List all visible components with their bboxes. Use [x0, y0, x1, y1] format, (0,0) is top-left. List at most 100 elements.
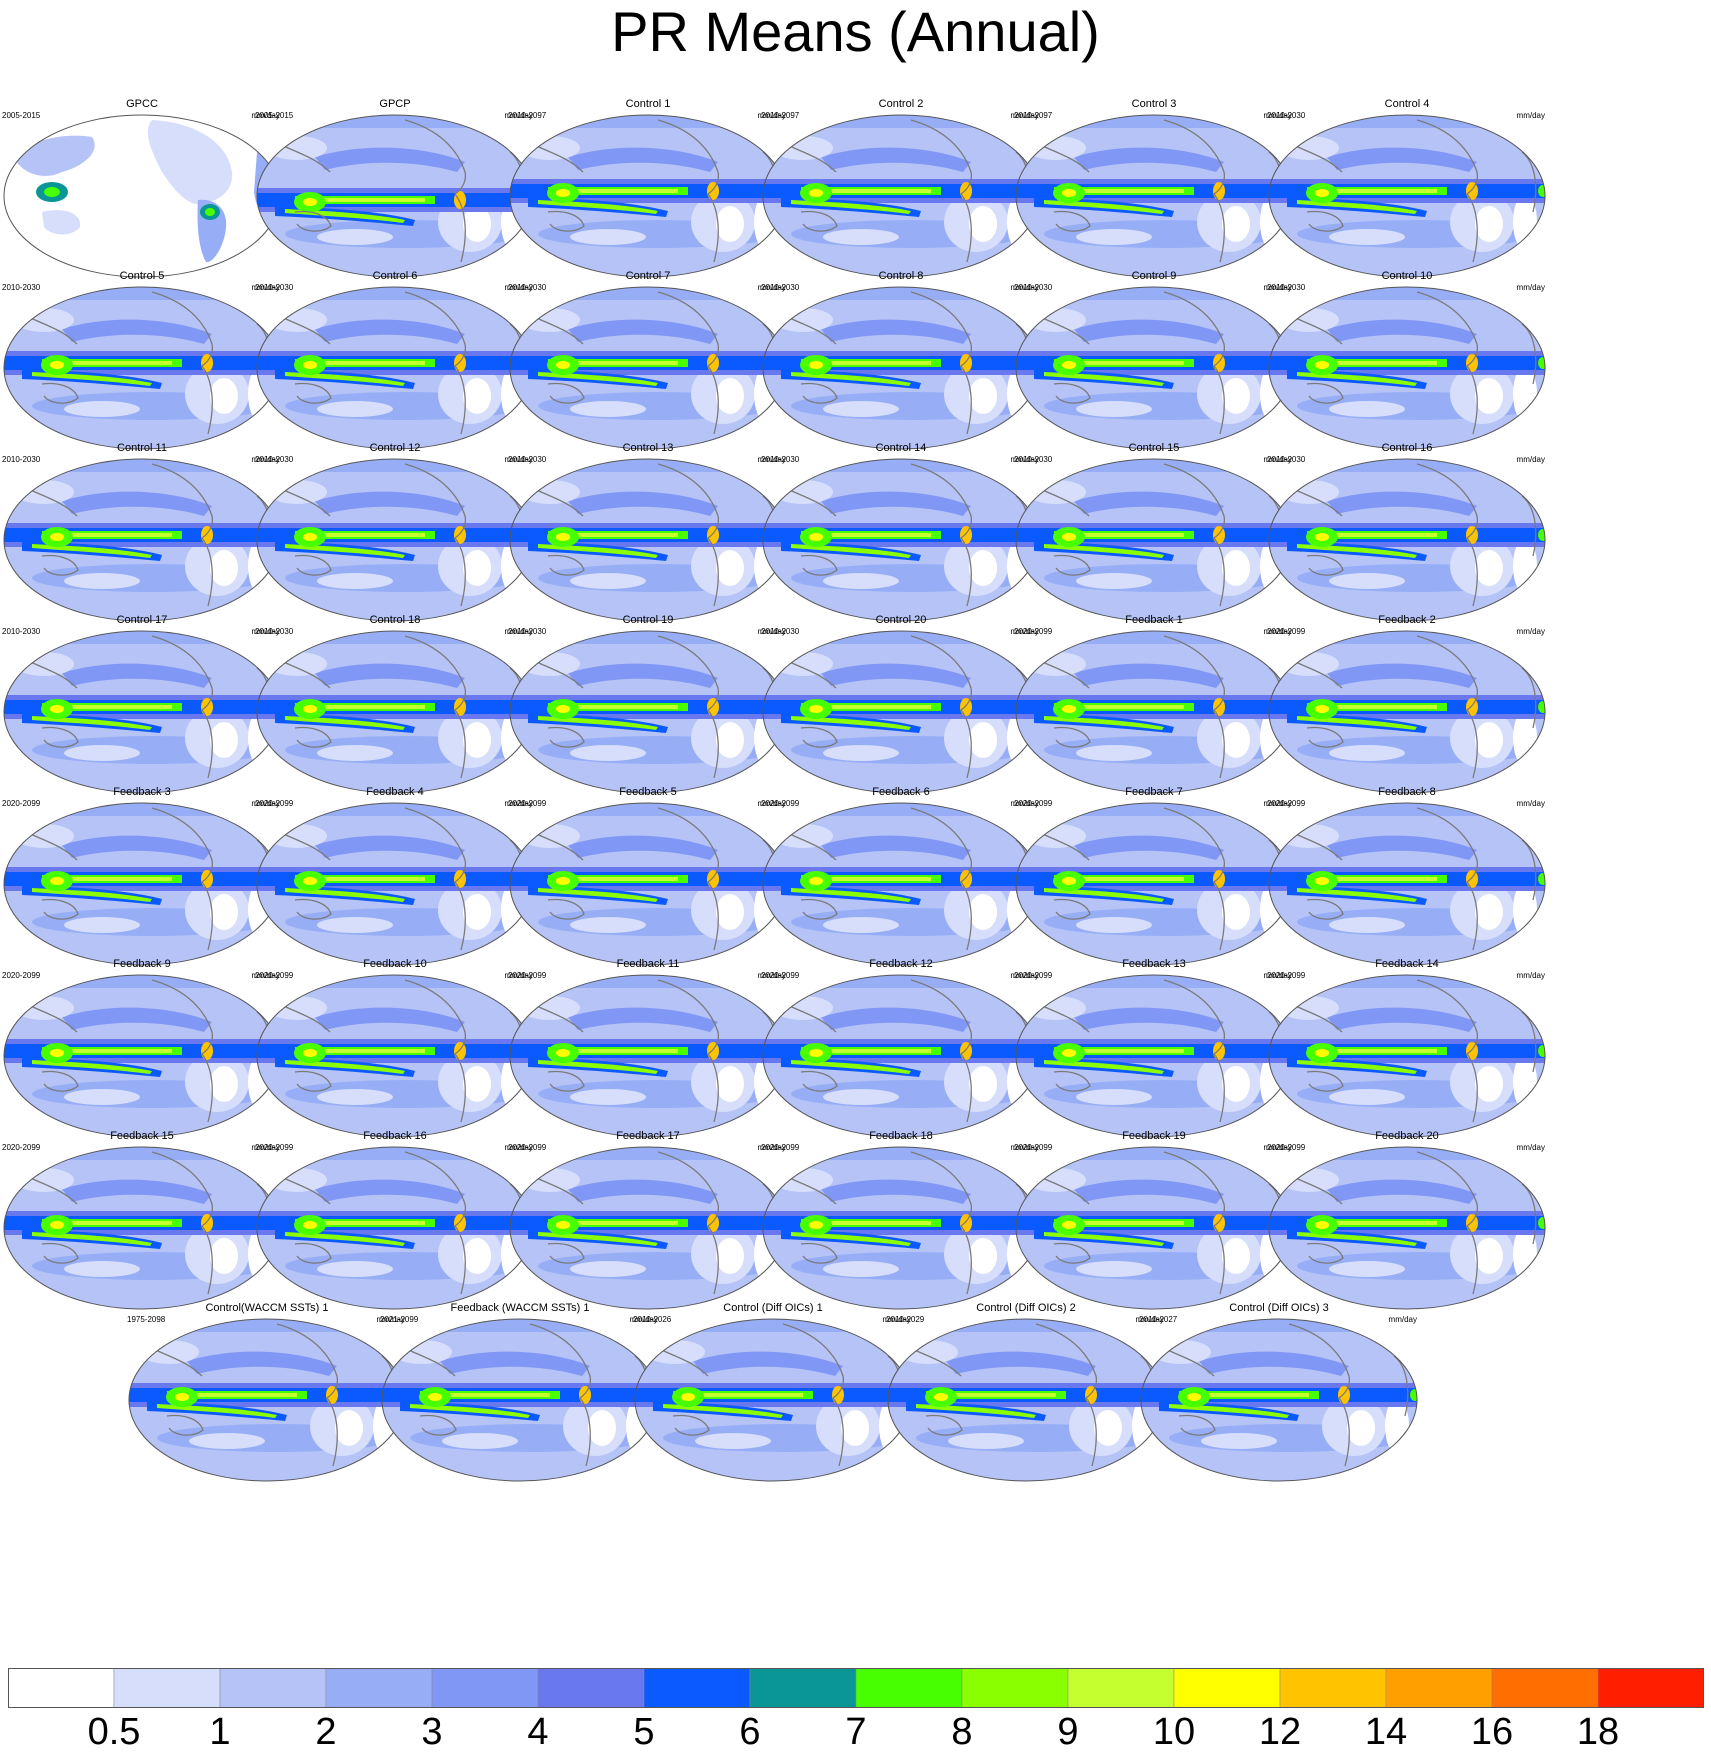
dry-core-se-pacific	[716, 1238, 744, 1274]
coastline	[1178, 1414, 1216, 1436]
precip-map	[1268, 630, 1546, 794]
coastline	[910, 807, 973, 883]
andes-maximum	[579, 1386, 591, 1404]
polar-north-band	[635, 1319, 911, 1332]
panel-period: 2010-2097	[761, 111, 800, 120]
panel-units: mm/day	[757, 799, 786, 808]
precip-map	[3, 286, 281, 450]
coastline	[1466, 709, 1478, 779]
panel-title: Control 11	[117, 442, 167, 454]
warm-pool-peak	[50, 361, 64, 369]
dry-core-se-pacific	[1222, 722, 1250, 758]
dry-core-se-pacific	[716, 1066, 744, 1102]
dry-zone-south-pacific	[570, 401, 646, 417]
coastline	[547, 726, 585, 748]
precip-map	[256, 286, 534, 450]
warm-pool-peak	[556, 877, 570, 885]
precip-map	[1015, 802, 1293, 966]
andes-maximum	[707, 1042, 719, 1060]
colorbar-swatch	[537, 1668, 645, 1708]
dry-zone-asia	[267, 824, 327, 848]
polar-north-band	[510, 803, 786, 816]
andes-maximum	[1213, 1214, 1225, 1232]
itcz-peak	[1325, 705, 1437, 709]
storm-track-north	[821, 1179, 971, 1204]
polar-north-band	[4, 287, 280, 300]
dry-zone-south-pacific	[317, 917, 393, 933]
panel-period: 2010-2030	[1014, 455, 1053, 464]
precip-map	[256, 974, 534, 1138]
dry-core-se-pacific	[1222, 378, 1250, 414]
storm-track-north	[315, 663, 465, 688]
panel-period: 2020-2099	[1014, 971, 1053, 980]
panel-units: mm/day	[1516, 455, 1545, 464]
coastline	[404, 463, 467, 539]
coastline	[657, 635, 720, 711]
map-panel: Control 5 2010-2030 mm/day	[0, 270, 284, 460]
spcz-core	[285, 372, 405, 386]
dry-zone-asia	[1026, 136, 1086, 160]
itcz-peak	[1325, 1221, 1437, 1225]
coastline	[1163, 979, 1226, 1055]
panel-title: Feedback 18	[869, 1130, 933, 1142]
map-panel: Feedback 19 2020-2099 mm/day	[1012, 1130, 1296, 1320]
land-amazon-core	[205, 208, 215, 216]
andes-maximum	[454, 191, 466, 209]
panel-title: Control 3	[1131, 98, 1177, 110]
itcz-peak	[1325, 189, 1437, 193]
coastline	[201, 709, 213, 779]
dry-zone-south-pacific	[317, 1261, 393, 1277]
dry-core-se-pacific	[716, 550, 744, 586]
panel-period: 2020-2099	[761, 1143, 800, 1152]
spcz-core	[1044, 1060, 1164, 1074]
panel-units: mm/day	[504, 283, 533, 292]
dry-zone-asia	[1026, 996, 1086, 1020]
precip-map	[509, 802, 787, 966]
dry-zone-asia	[267, 308, 327, 332]
polar-north-band	[1269, 1147, 1545, 1160]
dry-zone-south-pacific	[1329, 401, 1405, 417]
andes-maximum	[454, 354, 466, 372]
storm-track-north	[1074, 491, 1224, 516]
coastline	[1466, 537, 1478, 607]
itcz-peak	[819, 361, 931, 365]
map-border	[1268, 458, 1546, 622]
warm-pool-peak	[1062, 877, 1076, 885]
coastline	[454, 709, 466, 779]
coastline	[404, 635, 467, 711]
coastline	[454, 537, 466, 607]
coastline	[960, 193, 972, 263]
coastline	[41, 1070, 79, 1092]
andes-maximum	[1466, 698, 1478, 716]
dry-zone-asia	[14, 480, 74, 504]
storm-track-north	[315, 1179, 465, 1204]
panel-period: 2010-2030	[1267, 455, 1306, 464]
coastline	[1163, 807, 1226, 883]
coastline	[454, 1225, 466, 1295]
coastline	[454, 365, 466, 435]
precip-map	[1015, 1146, 1293, 1310]
coastline	[1306, 554, 1344, 576]
dry-zone-south-pacific	[1329, 229, 1405, 245]
dry-core-se-pacific	[1222, 1066, 1250, 1102]
atlantic-itcz-edge	[1538, 873, 1545, 885]
precip-map	[1268, 458, 1546, 622]
warm-pool-peak	[809, 1221, 823, 1229]
dry-zone-asia	[1279, 996, 1339, 1020]
precip-map	[3, 630, 281, 794]
dry-zone-asia	[392, 1340, 452, 1364]
itcz-peak	[60, 533, 172, 537]
polar-north-band	[510, 459, 786, 472]
coastline	[1521, 667, 1537, 729]
panel-title: Control 7	[625, 270, 671, 282]
panel-period: 2020-2099	[2, 799, 41, 808]
panel-units: mm/day	[1010, 1143, 1039, 1152]
coastline	[454, 881, 466, 951]
panel-units: mm/day	[629, 1315, 658, 1324]
precip-map	[762, 114, 1040, 278]
andes-maximum	[201, 526, 213, 544]
storm-track-north	[946, 1351, 1096, 1376]
precip-field	[1016, 975, 1292, 1137]
spcz-core	[538, 544, 658, 558]
spcz-core	[1044, 544, 1164, 558]
